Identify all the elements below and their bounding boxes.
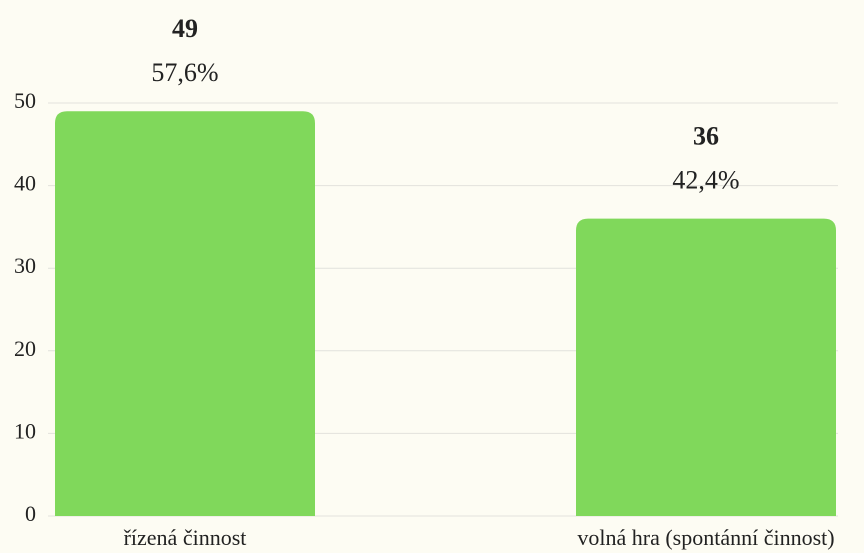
share-label: 57,6%	[151, 58, 218, 87]
value-label: 36	[693, 122, 719, 151]
share-label: 42,4%	[672, 166, 739, 195]
value-label: 49	[172, 14, 198, 43]
bar	[576, 218, 836, 516]
y-tick-label: 50	[14, 88, 36, 113]
y-tick-label: 20	[14, 336, 36, 361]
y-tick-label: 0	[25, 501, 36, 526]
bar	[55, 111, 315, 516]
y-tick-label: 10	[14, 418, 36, 443]
x-tick-label: volná hra (spontánní činnost)	[577, 525, 834, 550]
y-tick-label: 30	[14, 253, 36, 278]
y-tick-label: 40	[14, 171, 36, 196]
x-tick-label: řízená činnost	[124, 525, 247, 550]
